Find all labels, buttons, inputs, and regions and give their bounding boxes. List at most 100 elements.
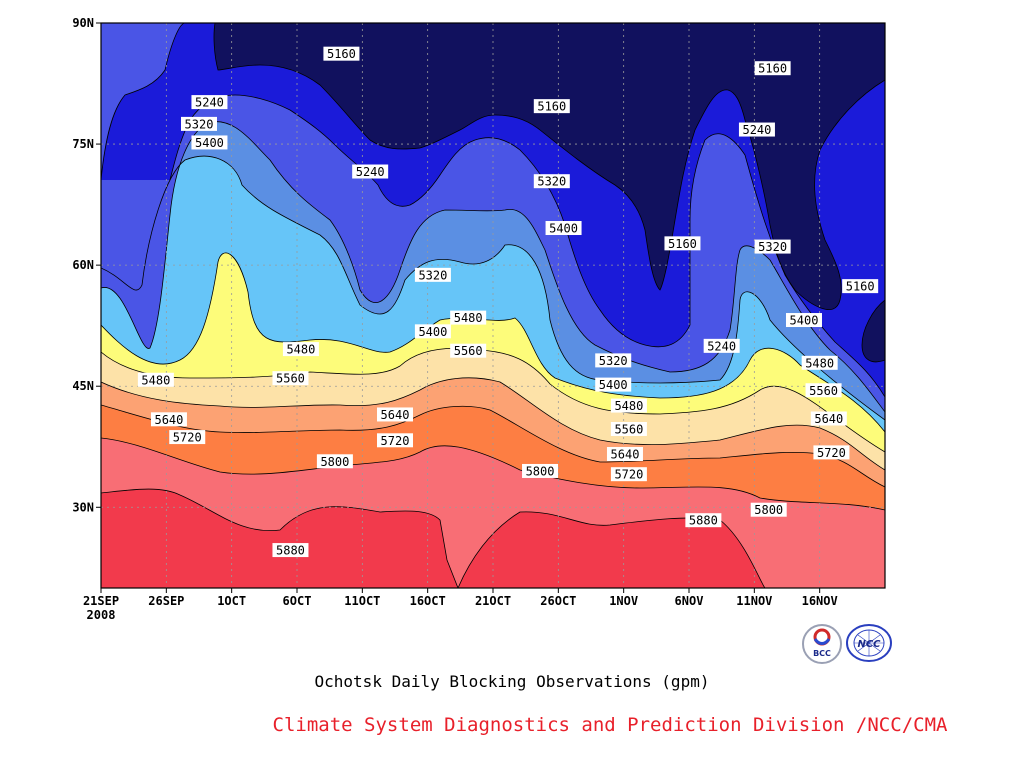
contour-label-box — [282, 342, 319, 357]
contour-label-box — [377, 407, 413, 422]
contour-label-box — [450, 343, 487, 358]
contour-label-text: 5800 — [754, 503, 783, 517]
contour-label-text: 5880 — [689, 514, 718, 528]
contour-label-box — [191, 135, 228, 150]
contour-line-5560 — [101, 347, 885, 453]
y-tick-label: 90N — [72, 16, 94, 30]
contour-label-text: 5480 — [454, 311, 483, 325]
x-tick-label: 21SEP — [83, 594, 119, 608]
contour-label-text: 5320 — [758, 240, 787, 254]
contour-label-text: 5640 — [381, 408, 410, 422]
ncc-logo: NCC — [846, 624, 892, 662]
contour-label-5320: 5320 — [414, 267, 451, 282]
contour-label-box — [785, 313, 822, 328]
contour-label-5880: 5880 — [272, 543, 309, 558]
contour-label-box — [450, 310, 487, 325]
contour-label-box — [754, 61, 791, 76]
x-tick-label: 1OCT — [217, 594, 246, 608]
contour-labels: 5160 5160 5160 5160 5160 5240 5240 5240 5240 5320… — [137, 46, 879, 558]
y-tick-label: 60N — [72, 258, 94, 272]
contour-label-box — [750, 502, 787, 517]
contour-label-text: 5320 — [185, 117, 214, 131]
contour-label-box — [272, 543, 309, 558]
x-tick-label: 11NOV — [736, 594, 772, 608]
contour-label-box — [842, 279, 879, 294]
contour-label-text: 5400 — [418, 325, 447, 339]
contour-label-text: 5640 — [611, 448, 640, 462]
contour-label-text: 5160 — [537, 100, 566, 114]
contour-label-text: 5480 — [614, 399, 643, 413]
contour-line-5160 — [213, 23, 885, 363]
contour-label-text: 5480 — [805, 356, 834, 370]
y-tick-label: 45N — [72, 379, 94, 393]
contour-label-5720: 5720 — [813, 445, 850, 460]
contour-label-5160: 5160 — [533, 99, 570, 114]
contour-label-box — [610, 398, 647, 413]
contour-label-5320: 5320 — [181, 116, 217, 131]
svg-text:BCC: BCC — [813, 649, 831, 658]
contour-label-5800: 5800 — [522, 463, 559, 478]
contour-line-5800 — [101, 437, 885, 511]
bcc-logo: BCC — [802, 624, 842, 664]
x-tick-label: 26OCT — [540, 594, 576, 608]
contour-line-5640 — [101, 377, 885, 471]
contour-label-box — [414, 267, 451, 282]
contour-label-text: 5480 — [286, 343, 315, 357]
contour-label-text: 5320 — [599, 354, 628, 368]
contour-label-text: 5400 — [599, 378, 628, 392]
contour-label-box — [610, 421, 647, 436]
contour-label-text: 5320 — [418, 268, 447, 282]
contour-label-5480: 5480 — [282, 342, 319, 357]
x-tick-label: 26SEP — [148, 594, 184, 608]
contour-label-box — [150, 412, 187, 427]
contour-label-5720: 5720 — [610, 467, 647, 482]
contour-label-box — [810, 411, 847, 426]
contour-label-5400: 5400 — [785, 313, 822, 328]
chart-title: Ochotsk Daily Blocking Observations (gpm… — [314, 672, 710, 691]
contour-line-5480 — [101, 252, 885, 433]
contour-label-5560: 5560 — [272, 371, 309, 386]
contour-label-text: 5240 — [742, 123, 771, 137]
contour-label-5640: 5640 — [377, 407, 413, 422]
contour-label-5640: 5640 — [150, 412, 187, 427]
contour-label-box — [595, 377, 632, 392]
x-tick-label: 11OCT — [344, 594, 380, 608]
contour-label-box — [272, 371, 309, 386]
contour-label-5880: 5880 — [685, 513, 722, 528]
contour-label-text: 5240 — [195, 96, 224, 110]
contour-label-5160: 5160 — [842, 279, 879, 294]
contour-label-text: 5720 — [817, 446, 846, 460]
contour-line-5320 — [101, 121, 885, 413]
contour-label-text: 5560 — [454, 344, 483, 358]
contour-label-box — [664, 236, 701, 251]
x-tick-label: 6OCT — [283, 594, 312, 608]
contour-label-text: 5880 — [276, 544, 305, 558]
contour-label-5800: 5800 — [750, 502, 787, 517]
contour-line-5400 — [101, 155, 885, 421]
contour-label-5400: 5400 — [545, 221, 582, 236]
contour-label-box — [522, 463, 559, 478]
contour-label-text: 5800 — [526, 464, 555, 478]
svg-text:NCC: NCC — [857, 639, 881, 650]
x-tick-label: 1NOV — [609, 594, 638, 608]
contour-label-text: 5720 — [614, 468, 643, 482]
contour-label-box — [533, 174, 570, 189]
contour-label-5800: 5800 — [316, 454, 353, 469]
contour-line-5720 — [101, 404, 885, 488]
contour-label-box — [533, 99, 570, 114]
contour-label-box — [685, 513, 722, 528]
contour-label-text: 5400 — [549, 222, 578, 236]
contour-label-text: 5400 — [195, 136, 224, 150]
contour-label-text: 5800 — [320, 455, 349, 469]
contour-label-text: 5560 — [276, 372, 305, 386]
contour-label-5320: 5320 — [595, 353, 632, 368]
contour-label-5720: 5720 — [169, 430, 206, 445]
contour-label-box — [377, 433, 413, 448]
contour-label-text: 5560 — [809, 384, 838, 398]
contour-label-box — [323, 46, 360, 61]
band-below-5160-right — [862, 300, 885, 362]
contour-label-5240: 5240 — [703, 338, 740, 353]
contour-label-text: 5720 — [173, 431, 202, 445]
contour-label-5480: 5480 — [610, 398, 647, 413]
contour-label-box — [813, 445, 850, 460]
